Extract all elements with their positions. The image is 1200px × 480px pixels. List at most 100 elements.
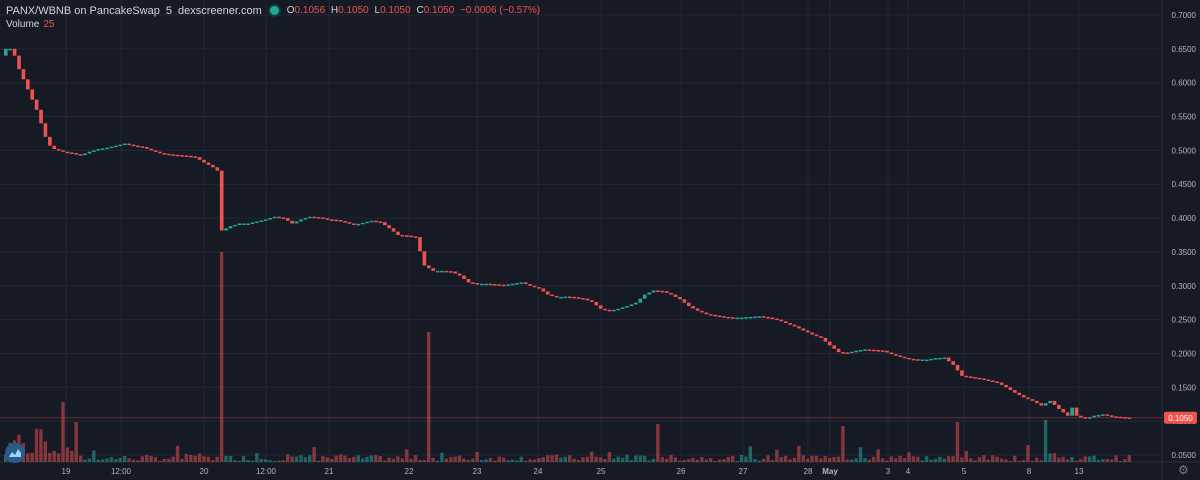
volume-bar	[854, 458, 858, 462]
candle	[219, 170, 224, 231]
volume-bar	[832, 456, 836, 462]
volume-bar	[158, 460, 162, 462]
candle	[435, 270, 440, 273]
time-tick-label: 13	[1075, 467, 1084, 476]
time-tick-label: 24	[534, 467, 543, 476]
candle	[673, 294, 678, 297]
candle	[453, 271, 458, 274]
volume-bar	[766, 455, 770, 462]
dexscreener-logo-icon[interactable]	[5, 443, 25, 463]
candle	[951, 361, 955, 365]
volume-bar	[387, 457, 391, 462]
candle	[48, 136, 52, 146]
volume-bar	[616, 456, 620, 462]
volume-bar	[96, 459, 100, 462]
candle	[1052, 400, 1057, 405]
candle	[1013, 390, 1017, 393]
price-tick-label: 0.6000	[1172, 79, 1197, 88]
time-tick-label: 21	[325, 467, 334, 476]
volume-bar	[219, 252, 224, 462]
volume-bar	[1048, 453, 1052, 462]
candle	[303, 218, 308, 220]
candle	[4, 48, 8, 56]
price-tick-label: 0.2000	[1172, 349, 1197, 358]
time-tick-label: 25	[597, 467, 606, 476]
volume-bar	[1105, 458, 1109, 462]
candle	[911, 358, 916, 361]
price-tick-label: 0.4500	[1172, 180, 1197, 189]
candle	[184, 155, 189, 157]
candle	[700, 310, 704, 313]
candle	[986, 379, 991, 382]
candle	[1048, 400, 1052, 404]
volume-bar	[382, 460, 387, 462]
volume-bar	[466, 459, 471, 462]
volume-bar	[290, 456, 294, 462]
volume-bar	[713, 460, 717, 462]
candle	[651, 290, 656, 293]
candle	[382, 222, 387, 226]
volume-bar	[876, 449, 880, 462]
candle	[506, 284, 510, 286]
candle	[660, 290, 665, 293]
volume-bar	[167, 458, 171, 462]
candle	[162, 153, 167, 155]
volume-bar	[1079, 459, 1083, 462]
volume-bar	[449, 457, 453, 462]
volume-bar	[731, 455, 735, 462]
volume-bar	[982, 455, 986, 462]
candle	[783, 321, 788, 323]
volume-bar	[431, 457, 435, 462]
volume-bar	[26, 453, 30, 462]
volume-bar	[255, 453, 259, 462]
volume-bar	[973, 460, 977, 462]
volume-bar	[43, 441, 48, 462]
volume-bar	[510, 459, 515, 462]
candle	[308, 216, 312, 219]
time-tick-label: 12:00	[111, 467, 132, 476]
volume-bar	[907, 452, 911, 462]
volume-bar	[642, 455, 647, 462]
candle	[1030, 399, 1035, 401]
volume-bar	[312, 446, 316, 462]
candle	[841, 352, 845, 354]
candle	[946, 357, 951, 362]
volume-bar	[911, 456, 916, 462]
candle	[907, 357, 911, 360]
volume-bar	[374, 455, 378, 462]
last-price-tag	[1164, 411, 1197, 424]
candle	[598, 305, 603, 309]
volume-bar	[523, 460, 528, 462]
volume-bar	[1061, 456, 1065, 462]
candle	[330, 219, 334, 221]
candle	[682, 299, 687, 303]
volume-bar	[902, 458, 907, 462]
candle	[695, 308, 700, 311]
candle	[211, 164, 215, 168]
price-tick-label: 0.3000	[1172, 282, 1197, 291]
settings-gear-icon[interactable]: ⚙	[1178, 463, 1189, 477]
volume-bar	[827, 457, 832, 462]
candle	[827, 341, 832, 346]
volume-bar	[1092, 455, 1096, 462]
volume-bar	[1101, 459, 1105, 462]
volume-bar	[938, 456, 942, 462]
candle	[39, 109, 43, 124]
volume-bar	[286, 454, 290, 462]
volume-bar	[1017, 460, 1021, 462]
candle	[167, 153, 171, 156]
volume-bar	[977, 457, 982, 462]
candle	[100, 148, 105, 150]
candle	[642, 294, 647, 299]
volume-bar	[779, 457, 783, 462]
volume-bar	[1087, 456, 1092, 462]
candle	[709, 314, 713, 316]
volume-bar	[695, 459, 700, 462]
status-dot-icon	[267, 4, 281, 17]
volume-bar	[153, 457, 158, 462]
candle	[532, 285, 537, 288]
volume-bar	[1043, 420, 1048, 462]
volume-bar	[686, 459, 691, 462]
volume-bar	[105, 458, 109, 462]
